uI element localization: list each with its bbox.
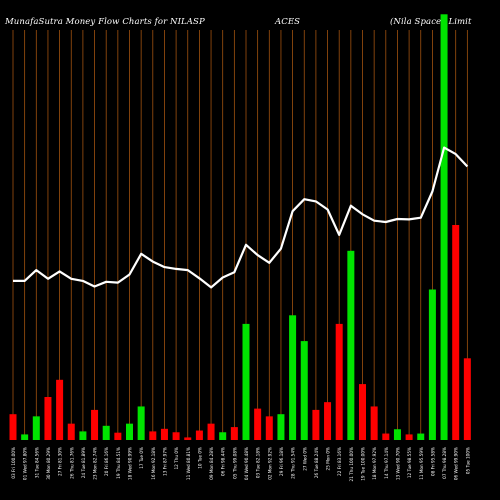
x-tick-label: 16 Mon 92.18% bbox=[151, 447, 156, 480]
money-flow-bar bbox=[242, 323, 250, 440]
x-tick-label: 20 Fri 86.16% bbox=[104, 447, 109, 476]
x-tick-label: 06 Wed 99.90% bbox=[454, 447, 459, 480]
money-flow-bar bbox=[184, 437, 192, 440]
x-tick-label: 04 Wed 90.48% bbox=[244, 447, 249, 480]
x-tick-label: 30 Mon 80.29% bbox=[46, 447, 51, 480]
x-tick-label: 02 Mon 92.92% bbox=[267, 447, 272, 480]
money-flow-bar bbox=[382, 433, 390, 440]
money-flow-bar bbox=[102, 425, 110, 440]
x-tick-label: 12 Thu 0% bbox=[174, 447, 179, 470]
money-flow-bar bbox=[230, 427, 238, 440]
money-flow-bar bbox=[172, 432, 180, 440]
x-tick-label: 24 Tue 81.89% bbox=[81, 447, 86, 478]
x-tick-label: 19 Tue 100.00% bbox=[361, 447, 366, 481]
money-flow-bar bbox=[452, 225, 460, 440]
money-flow-bar bbox=[405, 434, 413, 440]
chart-title-part2: ACES bbox=[275, 17, 301, 27]
x-tick-label: 21 Thu 100.00% bbox=[349, 447, 354, 482]
money-flow-bar bbox=[207, 423, 215, 440]
x-tick-label: 26 Tue 88.24% bbox=[314, 447, 319, 478]
money-flow-bar bbox=[393, 429, 401, 440]
money-flow-bar bbox=[417, 433, 425, 440]
chart-title-part3: (Nila Spaces Limit bbox=[390, 17, 472, 27]
price-line bbox=[13, 146, 469, 289]
x-tick-label: 05 Thu 99.08% bbox=[232, 447, 237, 479]
x-tick-label: 31 Tue 84.56% bbox=[34, 447, 39, 478]
x-tick-label: 12 Tue 98.55% bbox=[407, 447, 412, 478]
x-tick-label: 18 Wed 90.99% bbox=[128, 447, 133, 480]
x-tick-label: 03 Tue 82.18% bbox=[256, 447, 261, 478]
chart-title-part1: MunafaSutra Money Flow Charts for NILASP bbox=[5, 17, 205, 27]
money-flow-bars bbox=[9, 14, 471, 441]
money-flow-bar bbox=[289, 315, 297, 440]
x-tick-label: 23 Mon 82.74% bbox=[93, 447, 98, 480]
x-tick-label: 25 Mon 0% bbox=[326, 447, 331, 470]
x-tick-label: 13 Fri 87.97% bbox=[162, 447, 167, 476]
money-flow-bar bbox=[254, 408, 262, 440]
money-flow-bar bbox=[126, 423, 133, 440]
x-tick-label: 29 Fri 96.18% bbox=[279, 447, 284, 476]
money-flow-bar bbox=[32, 416, 40, 440]
x-tick-label: 22 Fri 83.16% bbox=[337, 447, 342, 476]
money-flow-bar bbox=[79, 431, 87, 440]
x-tick-label: 10 Tue 0% bbox=[197, 447, 202, 469]
x-tick-label: 19 Thu 84.51% bbox=[116, 447, 121, 479]
money-flow-bar bbox=[428, 289, 436, 440]
money-flow-bar bbox=[312, 409, 320, 440]
x-tick-label: 06 Fri 98.44% bbox=[221, 447, 226, 476]
money-flow-bar bbox=[359, 384, 366, 440]
money-flow-bar bbox=[114, 432, 122, 440]
money-flow-bar bbox=[21, 434, 29, 440]
x-tick-label: 05 Tue 100% bbox=[465, 447, 470, 474]
money-flow-bar bbox=[324, 402, 332, 440]
money-flow-bar bbox=[463, 358, 471, 440]
x-tick-label: 13 Wed 90.70% bbox=[395, 447, 400, 480]
x-tick-label: 27 Fri 81.30% bbox=[58, 447, 63, 476]
x-tick-label: 03 Fri 100.00% bbox=[11, 447, 16, 479]
x-tick-label: 17 Tue 0% bbox=[139, 447, 144, 469]
x-tick-label: 08 Fri 95.58% bbox=[430, 447, 435, 476]
money-flow-bar bbox=[56, 379, 64, 440]
x-tick-label: 28 Thu 91.54% bbox=[291, 447, 296, 479]
x-tick-label: 11 Mon 95.59% bbox=[419, 447, 424, 480]
money-flow-bar bbox=[347, 250, 355, 440]
grid-lines bbox=[12, 30, 468, 440]
money-flow-bar bbox=[195, 430, 203, 440]
money-flow-bar bbox=[300, 341, 308, 440]
money-flow-bar bbox=[265, 416, 273, 440]
money-flow-bar bbox=[9, 414, 17, 440]
x-tick-label: 18 Mon 97.92% bbox=[372, 447, 377, 480]
money-flow-bar bbox=[160, 428, 168, 440]
money-flow-bar bbox=[44, 397, 52, 440]
money-flow-bar bbox=[149, 431, 157, 440]
money-flow-bar bbox=[277, 414, 285, 440]
x-tick-labels: 03 Fri 100.00% 01 Wed 97.80% 31 Tue 84.56%… bbox=[11, 447, 470, 482]
x-tick-label: 14 Thu 97.14% bbox=[384, 447, 389, 479]
money-flow-bar bbox=[137, 406, 145, 440]
money-flow-bar bbox=[91, 409, 99, 440]
money-flow-bar bbox=[67, 423, 75, 440]
x-tick-label: 27 Wed 0% bbox=[302, 447, 307, 471]
x-tick-label: 07 Thu 98.28% bbox=[442, 447, 447, 479]
money-flow-bar bbox=[440, 14, 448, 441]
money-flow-bar bbox=[370, 406, 378, 440]
x-tick-label: 01 Wed 97.80% bbox=[23, 447, 28, 480]
x-tick-label: 26 Thu 81.76% bbox=[69, 447, 74, 479]
x-tick-label: 09 Mon 84.28% bbox=[209, 447, 214, 480]
x-tick-label: 11 Wed 80.81% bbox=[186, 447, 191, 480]
money-flow-bar bbox=[219, 432, 227, 440]
money-flow-bar bbox=[335, 323, 343, 440]
